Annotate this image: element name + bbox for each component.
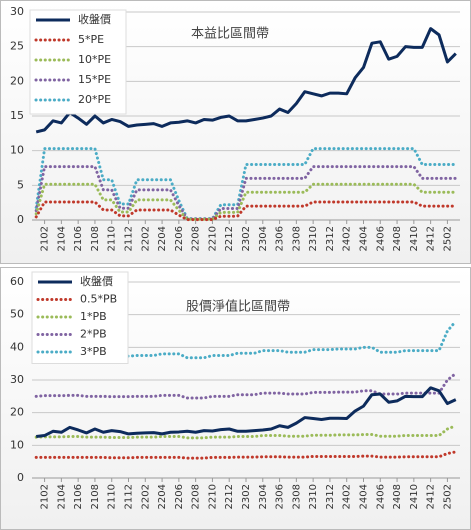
x-tick-label: 2206 [174,226,185,251]
legend-label: 10*PE [78,53,111,66]
x-tick-label: 2106 [73,484,84,509]
y-tick-label: 25 [10,40,24,53]
x-tick-label: 2204 [157,226,168,251]
y-tick-label: 30 [10,373,24,386]
x-tick-label: 2406 [375,484,386,509]
legend-label: 1*PB [80,310,107,323]
y-tick-label: 0 [17,213,24,226]
y-tick-label: 20 [10,74,24,87]
series-line [34,147,458,221]
x-tick-label: 2106 [73,226,84,251]
series-line [34,371,458,400]
y-tick-label: 30 [10,5,24,18]
x-tick-label: 2306 [275,226,286,251]
x-tick-label: 2110 [107,484,118,509]
y-tick-label: 40 [10,340,24,353]
x-tick-label: 2308 [291,226,302,251]
x-tick-label: 2404 [358,484,369,509]
x-tick-label: 2306 [275,484,286,509]
chart-title: 股價淨值比區間帶 [186,299,290,315]
x-tick-label: 2408 [392,484,403,509]
x-tick-label: 2110 [107,226,118,251]
series-line [34,165,458,221]
x-tick-label: 2304 [258,226,269,251]
x-tick-label: 2302 [241,484,252,509]
y-tick-label: 10 [10,438,24,451]
x-tick-label: 2410 [409,226,420,251]
series-line [34,182,458,221]
x-tick-label: 2104 [56,484,67,509]
x-tick-label: 2108 [90,484,101,509]
x-tick-label: 2112 [124,226,135,251]
series-line [36,386,457,438]
x-tick-label: 2502 [442,484,453,509]
x-tick-label: 2208 [191,484,202,509]
legend-label: 2*PB [80,328,107,341]
y-tick-label: 10 [10,144,24,157]
x-tick-label: 2312 [325,226,336,251]
x-tick-label: 2108 [90,226,101,251]
x-tick-label: 2406 [375,226,386,251]
y-tick-label: 0 [17,471,24,484]
x-tick-label: 2302 [241,226,252,251]
legend-label: 0.5*PB [80,293,117,306]
x-tick-label: 2208 [191,226,202,251]
x-tick-label: 2202 [140,226,151,251]
x-tick-label: 2112 [124,484,135,509]
x-tick-label: 2204 [157,484,168,509]
x-tick-label: 2412 [426,484,437,509]
y-tick-label: 20 [10,406,24,419]
x-tick-label: 2502 [442,226,453,251]
x-tick-label: 2412 [426,226,437,251]
legend-label: 收盤價 [78,12,111,26]
y-tick-label: 15 [10,109,24,122]
legend-label: 5*PE [78,33,104,46]
series-line [34,424,458,440]
x-tick-label: 2402 [342,226,353,251]
series-line [34,450,458,460]
x-tick-label: 2304 [258,484,269,509]
x-tick-label: 2312 [325,484,336,509]
series-line [34,200,458,222]
x-tick-label: 2104 [56,226,67,251]
x-tick-label: 2202 [140,484,151,509]
x-tick-label: 2212 [224,226,235,251]
x-tick-label: 2102 [40,484,51,509]
series-line [35,27,457,134]
x-tick-label: 2102 [40,226,51,251]
legend-box [29,9,127,115]
x-tick-label: 2408 [392,226,403,251]
legend-label: 收盤價 [80,274,113,288]
x-tick-label: 2212 [224,484,235,509]
x-tick-label: 2310 [308,484,319,509]
x-tick-label: 2410 [409,484,420,509]
x-tick-label: 2310 [308,226,319,251]
legend-label: 3*PB [80,345,107,358]
x-tick-label: 2308 [291,484,302,509]
legend-label: 20*PE [78,93,111,106]
y-tick-label: 5 [17,178,24,191]
x-tick-label: 2210 [207,226,218,251]
x-tick-label: 2206 [174,484,185,509]
legend-label: 15*PE [78,73,111,86]
x-tick-label: 2404 [358,226,369,251]
chart-title: 本益比區間帶 [191,27,269,42]
y-tick-label: 60 [10,275,24,288]
x-tick-label: 2402 [342,484,353,509]
x-tick-label: 2210 [207,484,218,509]
y-tick-label: 50 [10,308,24,321]
